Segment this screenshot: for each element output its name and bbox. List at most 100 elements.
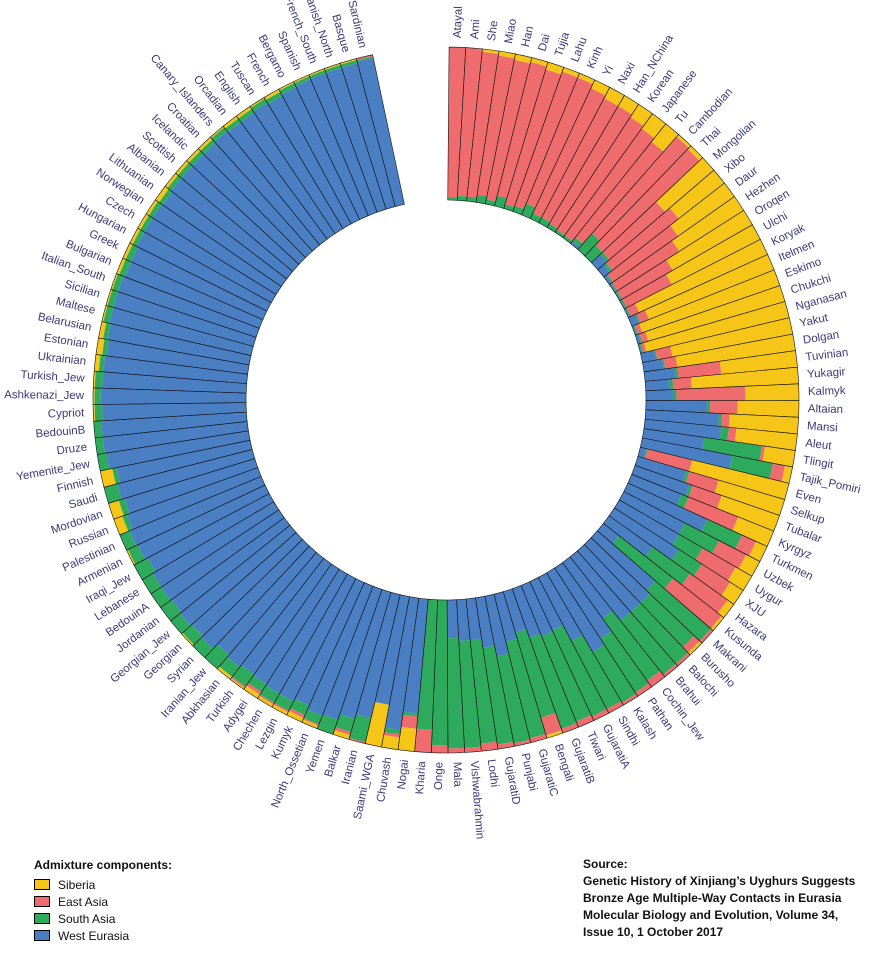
segment-east-asia (712, 540, 747, 569)
bar-adygei (243, 563, 340, 699)
segment-south-asia (547, 223, 558, 233)
segment-siberia (137, 213, 149, 230)
segment-siberia (737, 400, 799, 418)
segment-siberia (514, 53, 532, 64)
bar-koryak (623, 239, 769, 318)
bar-mordovian (108, 458, 259, 520)
segment-south-asia (538, 217, 551, 228)
segment-west-eurasia (484, 594, 509, 657)
bar-uygur (613, 499, 753, 591)
segment-south-asia (610, 282, 618, 292)
segment-south-asia (482, 645, 514, 745)
segment-east-asia (759, 445, 766, 462)
bar-daur (603, 182, 735, 286)
bar-ami (456, 47, 483, 202)
segment-siberia (745, 383, 799, 401)
segment-east-asia (663, 356, 678, 369)
segment-siberia (639, 269, 780, 333)
segment-west-eurasia (385, 596, 419, 731)
segment-south-asia (250, 98, 268, 112)
segment-siberia (734, 428, 798, 451)
bar-kalash (546, 567, 639, 706)
segment-south-asia (248, 675, 267, 693)
segment-siberia (175, 160, 189, 176)
segment-east-asia (401, 714, 418, 729)
legend-swatch-south-asia (34, 913, 50, 924)
segment-west-eurasia (129, 476, 265, 546)
segment-south-asia (112, 467, 121, 485)
segment-west-eurasia (152, 501, 279, 588)
segment-east-asia (699, 628, 714, 644)
segment-east-asia (288, 708, 305, 719)
segment-south-asia (620, 612, 676, 675)
bar-itelmen (627, 254, 775, 327)
label-saudi: Saudi (68, 492, 100, 511)
segment-west-eurasia (152, 204, 282, 295)
segment-south-asia (94, 371, 104, 389)
legend-swatch-west-eurasia (34, 930, 50, 941)
segment-siberia (604, 87, 625, 106)
bar-french (263, 88, 352, 229)
segment-west-eurasia (631, 325, 637, 336)
segment-east-asia (735, 535, 757, 556)
segment-south-asia (606, 274, 614, 283)
label-iranian: Iranian (340, 749, 360, 786)
segment-siberia (590, 79, 610, 96)
segment-siberia (381, 735, 400, 750)
segment-east-asia (486, 59, 531, 202)
segment-west-eurasia (374, 594, 410, 705)
segment-siberia (655, 157, 714, 212)
label-gujaratid: GujaratiD (502, 756, 522, 806)
source-citation: Source: Genetic History of Xinjiang’s Uy… (583, 856, 883, 941)
segment-west-eurasia (603, 515, 653, 557)
segment-west-eurasia (107, 323, 252, 365)
label-yukagir: Yukagir (807, 366, 846, 381)
segment-west-eurasia (546, 567, 605, 653)
segment-east-asia (564, 128, 655, 242)
segment-east-asia (591, 136, 689, 241)
label-balkar: Balkar (323, 744, 344, 779)
segment-west-eurasia (638, 343, 642, 354)
segment-west-eurasia (403, 598, 429, 714)
label-atayal: Atayal (452, 6, 465, 38)
segment-siberia (562, 67, 580, 78)
segment-west-eurasia (603, 275, 612, 285)
segment-south-asia (103, 483, 122, 504)
segment-siberia (122, 242, 133, 260)
chart-bars (92, 46, 800, 754)
label-ashkenazi-jew: Ashkenazi_Jew (4, 389, 85, 402)
label-even: Even (794, 488, 822, 506)
segment-siberia (271, 704, 289, 716)
label-mansi: Mansi (807, 420, 838, 434)
segment-south-asia (577, 233, 600, 256)
segment-siberia (286, 710, 304, 723)
segment-west-eurasia (124, 261, 263, 329)
segment-south-asia (125, 244, 139, 262)
segment-south-asia (340, 60, 358, 68)
segment-south-asia (95, 437, 105, 455)
segment-east-asia (683, 497, 739, 531)
bar-turkish (229, 557, 332, 690)
segment-south-asia (635, 313, 641, 324)
segment-siberia (198, 137, 213, 151)
segment-east-asia (414, 728, 433, 753)
segment-siberia (257, 695, 274, 708)
segment-south-asia (232, 664, 255, 687)
bar-chechen (257, 568, 348, 708)
bar-sicilian (105, 288, 257, 347)
segment-east-asia (464, 746, 482, 753)
segment-south-asia (148, 201, 162, 218)
segment-east-asia (273, 703, 289, 713)
segment-south-asia (447, 196, 458, 201)
bar-abkhasian (216, 551, 325, 680)
segment-siberia (666, 224, 761, 285)
segment-south-asia (676, 494, 689, 509)
segment-west-eurasia (538, 572, 583, 642)
label-aleut: Aleut (805, 437, 833, 452)
segment-siberia (236, 106, 252, 119)
segment-siberia (181, 632, 194, 646)
segment-west-eurasia (124, 458, 258, 514)
segment-siberia (748, 541, 768, 562)
segment-west-eurasia (475, 596, 495, 648)
legend-item-south-asia: South Asia (34, 910, 172, 927)
